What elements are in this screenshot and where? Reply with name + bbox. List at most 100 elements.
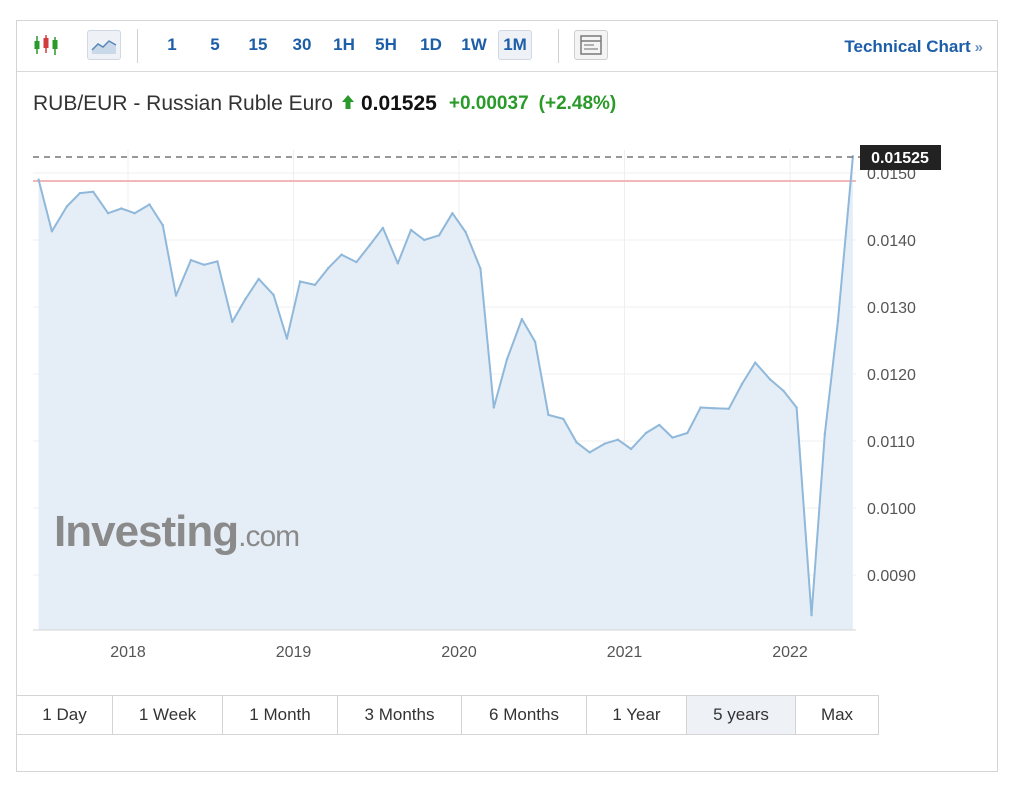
data-point	[671, 436, 674, 439]
data-point	[795, 406, 798, 409]
data-point	[492, 406, 495, 409]
interval-1m-button[interactable]: 1M	[498, 30, 532, 60]
data-point	[327, 266, 330, 270]
data-point	[823, 433, 826, 436]
chart-settings-icon[interactable]	[574, 30, 608, 60]
y-tick-label: 0.0150	[867, 166, 916, 183]
data-point	[272, 293, 275, 297]
data-point	[148, 203, 151, 206]
interval-1d-button[interactable]: 1D	[420, 35, 442, 54]
data-point	[161, 224, 164, 227]
watermark-logo: Investing.com	[54, 507, 299, 556]
data-point	[37, 178, 40, 181]
interval-5h-button[interactable]: 5H	[375, 35, 397, 54]
x-tick-label: 2021	[607, 644, 643, 661]
data-point	[202, 263, 206, 266]
double-chevron-right-icon: »	[974, 39, 983, 56]
data-point	[355, 260, 358, 264]
watermark-suffix: .com	[238, 520, 299, 553]
y-tick-label: 0.0100	[867, 501, 916, 518]
data-point	[464, 230, 467, 234]
range-1-day-button[interactable]: 1 Day	[17, 696, 113, 734]
data-point	[754, 361, 757, 364]
interval-5-button[interactable]: 5	[210, 35, 220, 54]
data-point	[740, 382, 744, 386]
technical-chart-label: Technical Chart	[844, 37, 971, 56]
y-tick-label: 0.0090	[867, 568, 916, 585]
data-point	[313, 283, 317, 287]
data-point	[810, 614, 813, 617]
toolbar-divider	[558, 29, 559, 63]
interval-1w-button[interactable]: 1W	[461, 35, 487, 54]
range-1-month-button[interactable]: 1 Month	[223, 696, 338, 734]
data-point	[616, 438, 620, 441]
data-point	[629, 447, 633, 451]
current-price-label: 0.01525	[871, 150, 929, 167]
data-point	[768, 378, 772, 381]
range-selector: 1 Day 1 Week 1 Month 3 Months 6 Months 1 Year…	[16, 695, 879, 735]
interval-1h-button[interactable]: 1H	[333, 35, 355, 54]
area-chart-icon[interactable]	[87, 30, 121, 60]
interval-15-button[interactable]: 15	[248, 35, 268, 54]
y-tick-label: 0.0120	[867, 367, 916, 384]
data-point	[782, 389, 785, 392]
price-change-percent: (+2.48%)	[538, 93, 617, 114]
up-arrow-icon	[341, 92, 355, 116]
data-point	[298, 280, 302, 283]
data-point	[257, 277, 260, 281]
data-point	[174, 294, 178, 297]
x-tick-label: 2019	[276, 644, 312, 661]
data-point	[340, 253, 343, 256]
data-point	[644, 431, 648, 435]
series-area	[38, 156, 853, 631]
data-point	[520, 317, 524, 321]
data-point	[505, 358, 509, 361]
y-tick-label: 0.0110	[867, 434, 915, 451]
y-tick-label: 0.0130	[867, 300, 916, 317]
data-point	[712, 407, 716, 410]
range-6-months-button[interactable]: 6 Months	[462, 696, 587, 734]
technical-chart-link[interactable]: Technical Chart»	[844, 37, 983, 57]
current-price-badge	[860, 145, 941, 170]
y-tick-label: 0.0140	[867, 233, 916, 250]
quote-header: RUB/EUR - Russian Ruble Euro 0.01525 +0.…	[33, 89, 616, 119]
data-point	[727, 407, 730, 410]
data-point	[106, 212, 110, 215]
data-point	[409, 228, 413, 232]
data-point	[231, 320, 234, 323]
interval-1-button[interactable]: 1	[167, 35, 177, 54]
data-point	[78, 191, 82, 195]
data-point	[65, 205, 69, 208]
range-1-year-button[interactable]: 1 Year	[587, 696, 687, 734]
data-point	[133, 212, 136, 215]
range-5-years-button[interactable]: 5 years	[687, 696, 796, 734]
interval-30-button[interactable]: 30	[292, 35, 312, 54]
data-point	[699, 406, 702, 409]
data-point	[396, 262, 399, 265]
data-point	[244, 297, 247, 301]
data-point	[381, 226, 385, 230]
toolbar-divider	[137, 29, 138, 63]
data-point	[92, 190, 95, 193]
data-point	[686, 431, 689, 435]
x-tick-label: 2018	[110, 644, 146, 661]
data-point	[836, 319, 840, 322]
watermark-brand: Investing	[54, 507, 238, 556]
range-1-week-button[interactable]: 1 Week	[113, 696, 223, 734]
data-point	[189, 258, 193, 262]
range-3-months-button[interactable]: 3 Months	[338, 696, 462, 734]
data-point	[547, 413, 550, 417]
data-point	[368, 244, 371, 247]
range-max-button[interactable]: Max	[820, 705, 854, 724]
data-point	[562, 417, 565, 421]
series-line	[37, 156, 854, 617]
x-tick-label: 2020	[441, 644, 477, 661]
data-point	[216, 260, 219, 263]
x-tick-label: 2022	[772, 644, 808, 661]
candlestick-icon[interactable]	[29, 30, 63, 60]
data-point	[658, 423, 661, 427]
price-change: +0.00037	[448, 93, 529, 114]
instrument-name: RUB/EUR - Russian Ruble Euro	[33, 92, 333, 115]
data-point	[603, 442, 606, 445]
